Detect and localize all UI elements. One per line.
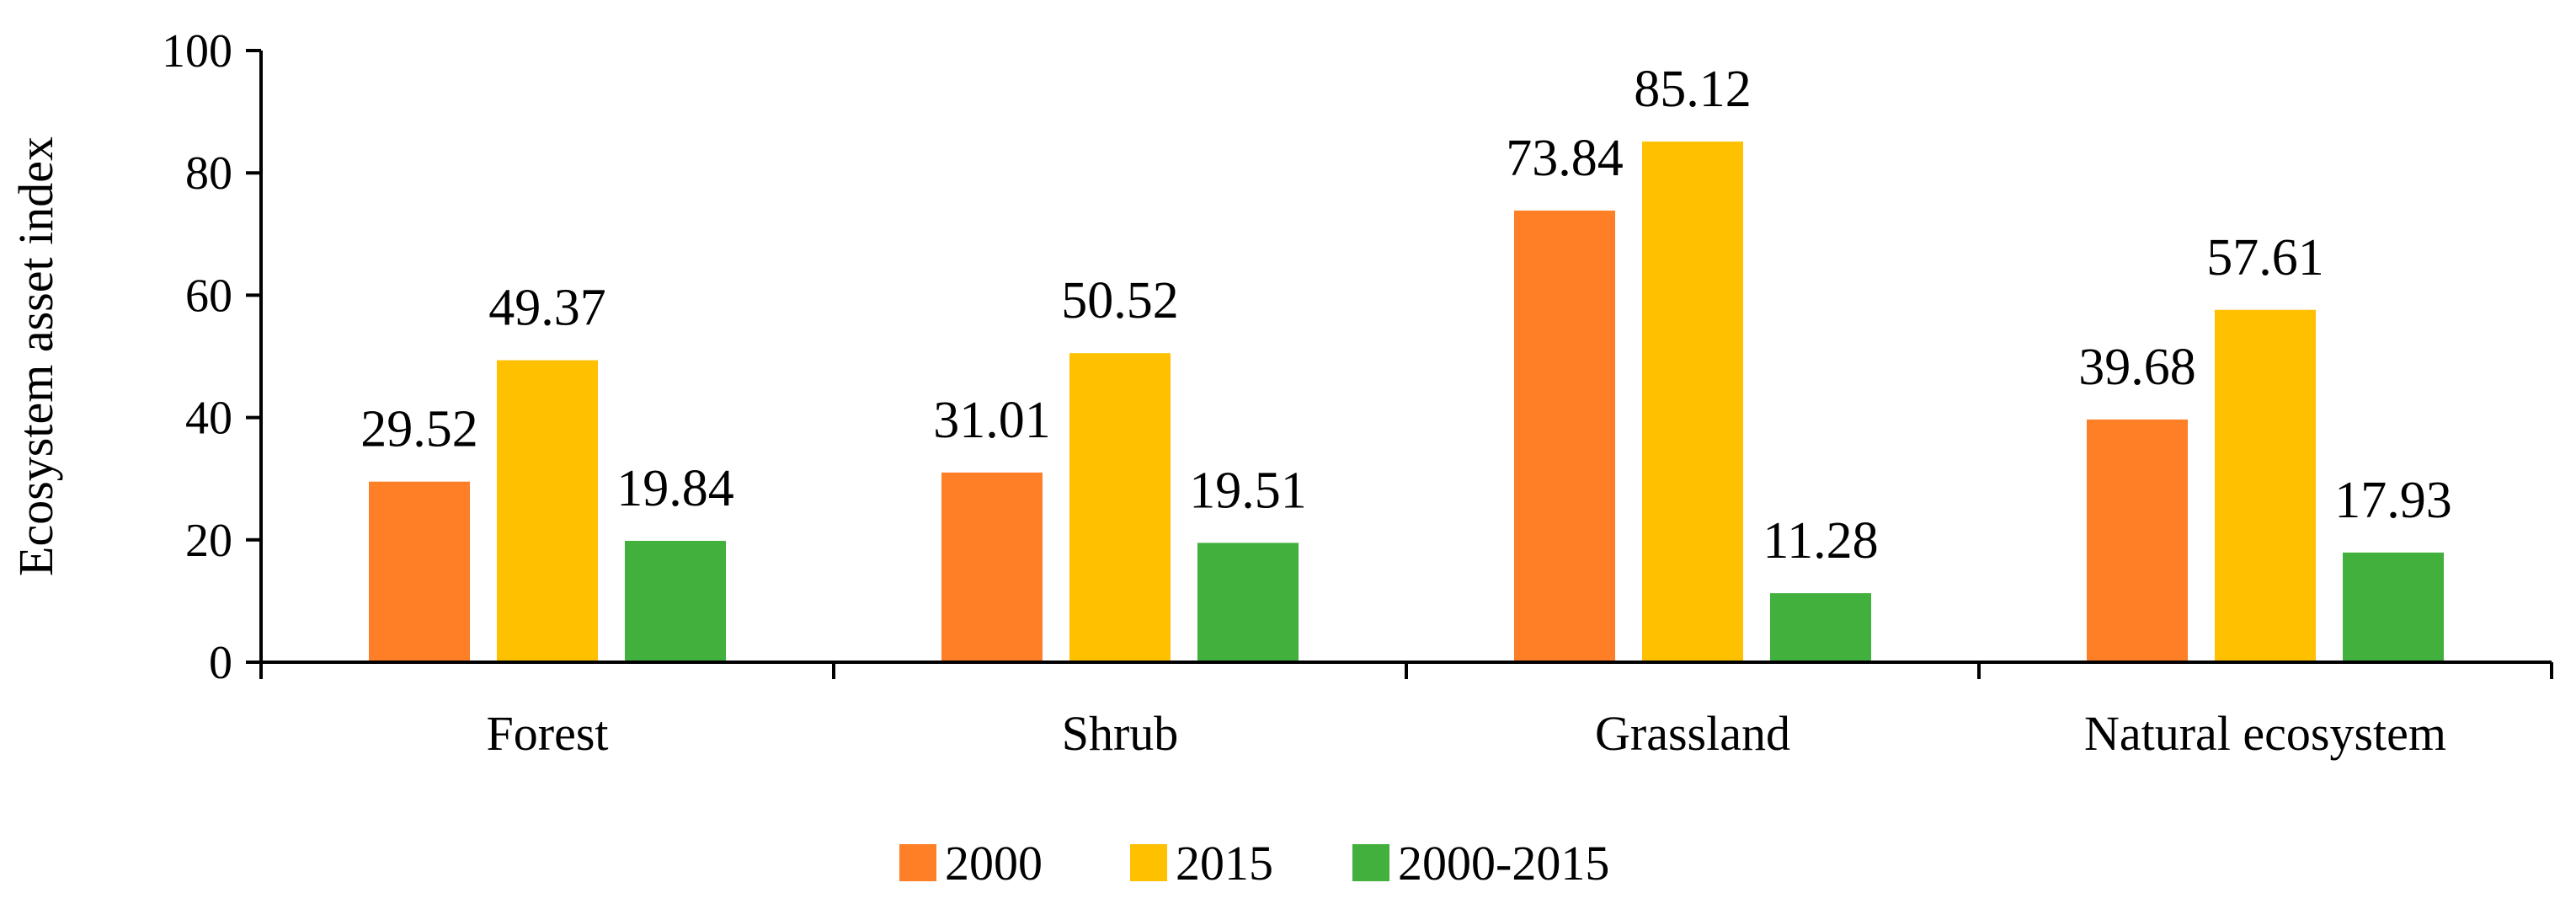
x-tick-label: Shrub (1062, 706, 1179, 761)
legend-swatch-2015 (1130, 844, 1167, 881)
data-label: 19.84 (616, 460, 734, 517)
y-axis-title: Ecosystem asset index (8, 136, 63, 576)
legend-swatch-2000-2015 (1352, 844, 1389, 881)
x-tick-label: Grassland (1595, 706, 1790, 761)
x-tick-label: Forest (487, 706, 609, 761)
legend-swatch-2000 (899, 844, 936, 881)
bar-2015-forest (497, 360, 598, 662)
bar-2015-natural-ecosystem (2215, 309, 2316, 662)
x-tick-label: Natural ecosystem (2084, 706, 2446, 761)
data-label: 31.01 (933, 392, 1051, 449)
axes: Forest Shrub Grassland Natural ecosystem 0 20… (8, 25, 2553, 761)
bar-2000-2015-natural-ecosystem (2343, 552, 2444, 662)
data-label: 85.12 (1634, 61, 1752, 118)
y-tick-label: 20 (185, 515, 232, 567)
y-tick-label: 100 (162, 25, 232, 78)
data-label: 39.68 (2078, 339, 2196, 396)
bar-2000-shrub (941, 472, 1043, 662)
bar-2000-grassland (1514, 210, 1615, 662)
legend-label: 2000-2015 (1398, 836, 1609, 891)
bar-2015-grassland (1642, 142, 1743, 662)
bar-2015-shrub (1069, 353, 1171, 662)
data-label: 11.28 (1763, 512, 1878, 570)
bar-2000-2015-forest (625, 540, 726, 662)
y-tick-label: 80 (185, 147, 232, 200)
y-tick-label: 0 (209, 637, 232, 689)
data-label: 57.61 (2206, 229, 2324, 286)
y-tick-label: 60 (185, 270, 232, 322)
bar-2000-forest (369, 481, 470, 662)
data-label: 73.84 (1506, 130, 1624, 187)
data-labels: 29.52 49.37 19.84 31.01 50.52 19.51 73.8485.12… (360, 61, 2452, 570)
bar-2000-2015-shrub (1197, 543, 1299, 662)
data-label: 29.52 (360, 401, 478, 458)
plot-area (369, 142, 2444, 662)
data-label: 49.37 (488, 280, 606, 337)
data-label: 19.51 (1189, 462, 1307, 519)
legend-label: 2015 (1176, 836, 1273, 891)
data-label: 50.52 (1061, 272, 1179, 329)
y-tick-label: 40 (185, 393, 232, 445)
legend-label: 2000 (945, 836, 1043, 891)
legend: 2000 2015 2000-2015 (899, 836, 1609, 891)
bar-2000-2015-grassland (1770, 593, 1871, 662)
data-label: 17.93 (2334, 472, 2452, 529)
bar-2000-natural-ecosystem (2087, 419, 2188, 662)
